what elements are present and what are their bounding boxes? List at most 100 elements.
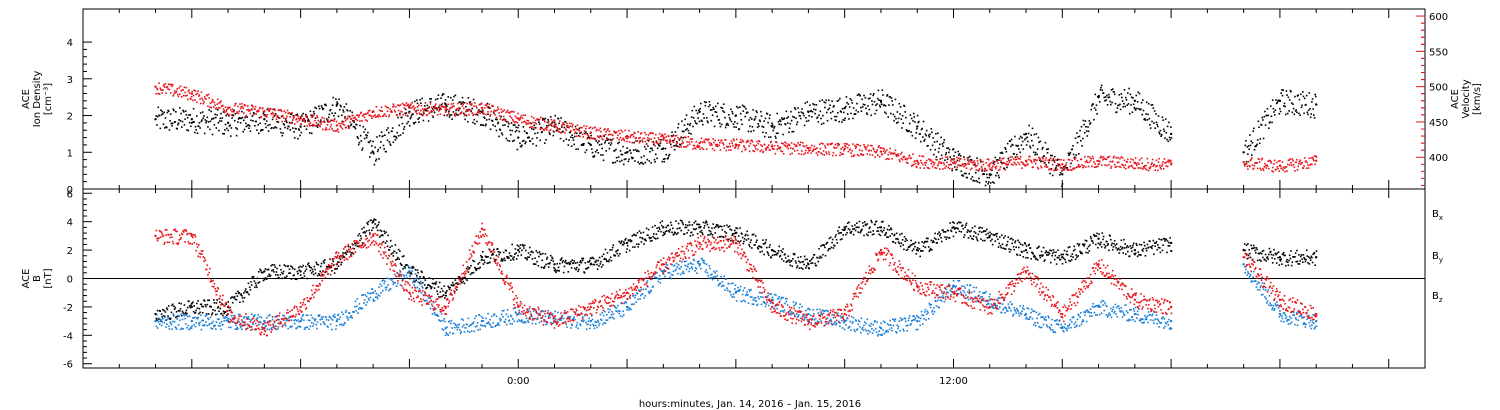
data-point xyxy=(775,254,778,256)
data-point xyxy=(522,126,525,128)
data-point xyxy=(1052,157,1055,160)
data-point xyxy=(162,113,164,115)
data-point xyxy=(243,292,245,294)
data-point xyxy=(626,137,629,140)
data-point xyxy=(718,144,720,147)
data-point xyxy=(1276,101,1279,104)
data-point xyxy=(263,277,265,280)
data-point xyxy=(1091,165,1093,168)
data-point xyxy=(863,234,865,237)
data-point xyxy=(925,162,927,164)
data-point xyxy=(794,253,796,255)
data-point xyxy=(639,136,641,139)
data-point xyxy=(466,279,468,281)
data-point xyxy=(1094,93,1096,96)
data-point xyxy=(981,168,983,170)
data-point xyxy=(794,145,797,147)
data-point xyxy=(806,258,808,261)
data-point xyxy=(1013,152,1015,155)
data-point xyxy=(984,230,987,232)
data-point xyxy=(393,105,395,107)
data-point xyxy=(259,268,261,271)
data-point xyxy=(744,234,746,237)
data-point xyxy=(920,162,923,164)
data-point xyxy=(465,109,468,111)
data-point xyxy=(478,261,481,264)
data-point xyxy=(271,264,274,266)
data-point xyxy=(612,137,615,140)
data-point xyxy=(1105,158,1108,161)
data-point xyxy=(717,224,719,226)
data-point xyxy=(339,258,342,261)
data-point xyxy=(734,147,736,149)
data-point xyxy=(732,144,734,147)
data-point xyxy=(172,108,175,110)
data-point xyxy=(533,124,536,127)
data-point xyxy=(530,126,532,129)
data-point xyxy=(915,253,918,255)
data-point xyxy=(246,290,248,293)
data-point xyxy=(569,131,572,133)
data-point xyxy=(704,222,707,224)
data-point xyxy=(570,122,573,125)
data-point xyxy=(574,125,577,128)
data-point xyxy=(1014,158,1017,161)
data-point xyxy=(847,103,850,105)
data-point xyxy=(596,135,599,137)
data-point xyxy=(806,147,808,149)
data-point xyxy=(397,116,399,119)
data-point xyxy=(939,158,942,160)
data-point xyxy=(159,87,162,89)
data-point xyxy=(756,111,758,114)
data-point xyxy=(600,154,602,156)
left-tick-label: -4 xyxy=(63,331,73,342)
data-point xyxy=(754,147,757,150)
data-point xyxy=(779,119,781,121)
data-point xyxy=(309,269,312,272)
data-point xyxy=(1033,160,1036,163)
data-point xyxy=(430,287,432,290)
data-point xyxy=(455,282,457,285)
data-point xyxy=(313,112,316,115)
data-point xyxy=(986,173,988,176)
data-marker xyxy=(335,124,339,127)
data-point xyxy=(922,163,924,166)
data-point xyxy=(1113,91,1115,93)
data-point xyxy=(207,299,209,302)
data-point xyxy=(859,144,861,147)
data-point xyxy=(665,226,667,229)
data-point xyxy=(1087,130,1090,133)
data-point xyxy=(425,109,428,111)
data-point xyxy=(216,307,219,309)
data-point xyxy=(430,110,432,112)
data-point xyxy=(599,263,602,265)
data-point xyxy=(864,223,867,226)
data-point xyxy=(904,240,906,243)
data-point xyxy=(866,113,869,116)
data-point xyxy=(506,111,508,113)
data-point xyxy=(1089,159,1092,162)
data-point xyxy=(846,146,849,149)
data-point xyxy=(179,308,182,310)
data-point xyxy=(1267,114,1269,117)
data-point xyxy=(368,141,370,144)
data-point xyxy=(310,124,312,127)
data-point xyxy=(742,140,745,143)
data-point xyxy=(224,106,227,108)
data-point xyxy=(1121,163,1123,166)
data-point xyxy=(420,109,422,112)
data-point xyxy=(728,149,730,151)
data-point xyxy=(900,157,903,160)
data-point xyxy=(726,122,729,125)
data-point xyxy=(240,106,242,108)
data-point xyxy=(978,177,980,180)
data-point xyxy=(929,148,932,151)
data-point xyxy=(1305,167,1308,170)
data-point xyxy=(484,104,487,106)
data-point xyxy=(755,110,758,112)
data-point xyxy=(968,163,970,165)
data-point xyxy=(368,114,370,116)
data-point xyxy=(878,145,880,147)
data-point xyxy=(880,221,883,223)
data-point xyxy=(206,303,209,306)
